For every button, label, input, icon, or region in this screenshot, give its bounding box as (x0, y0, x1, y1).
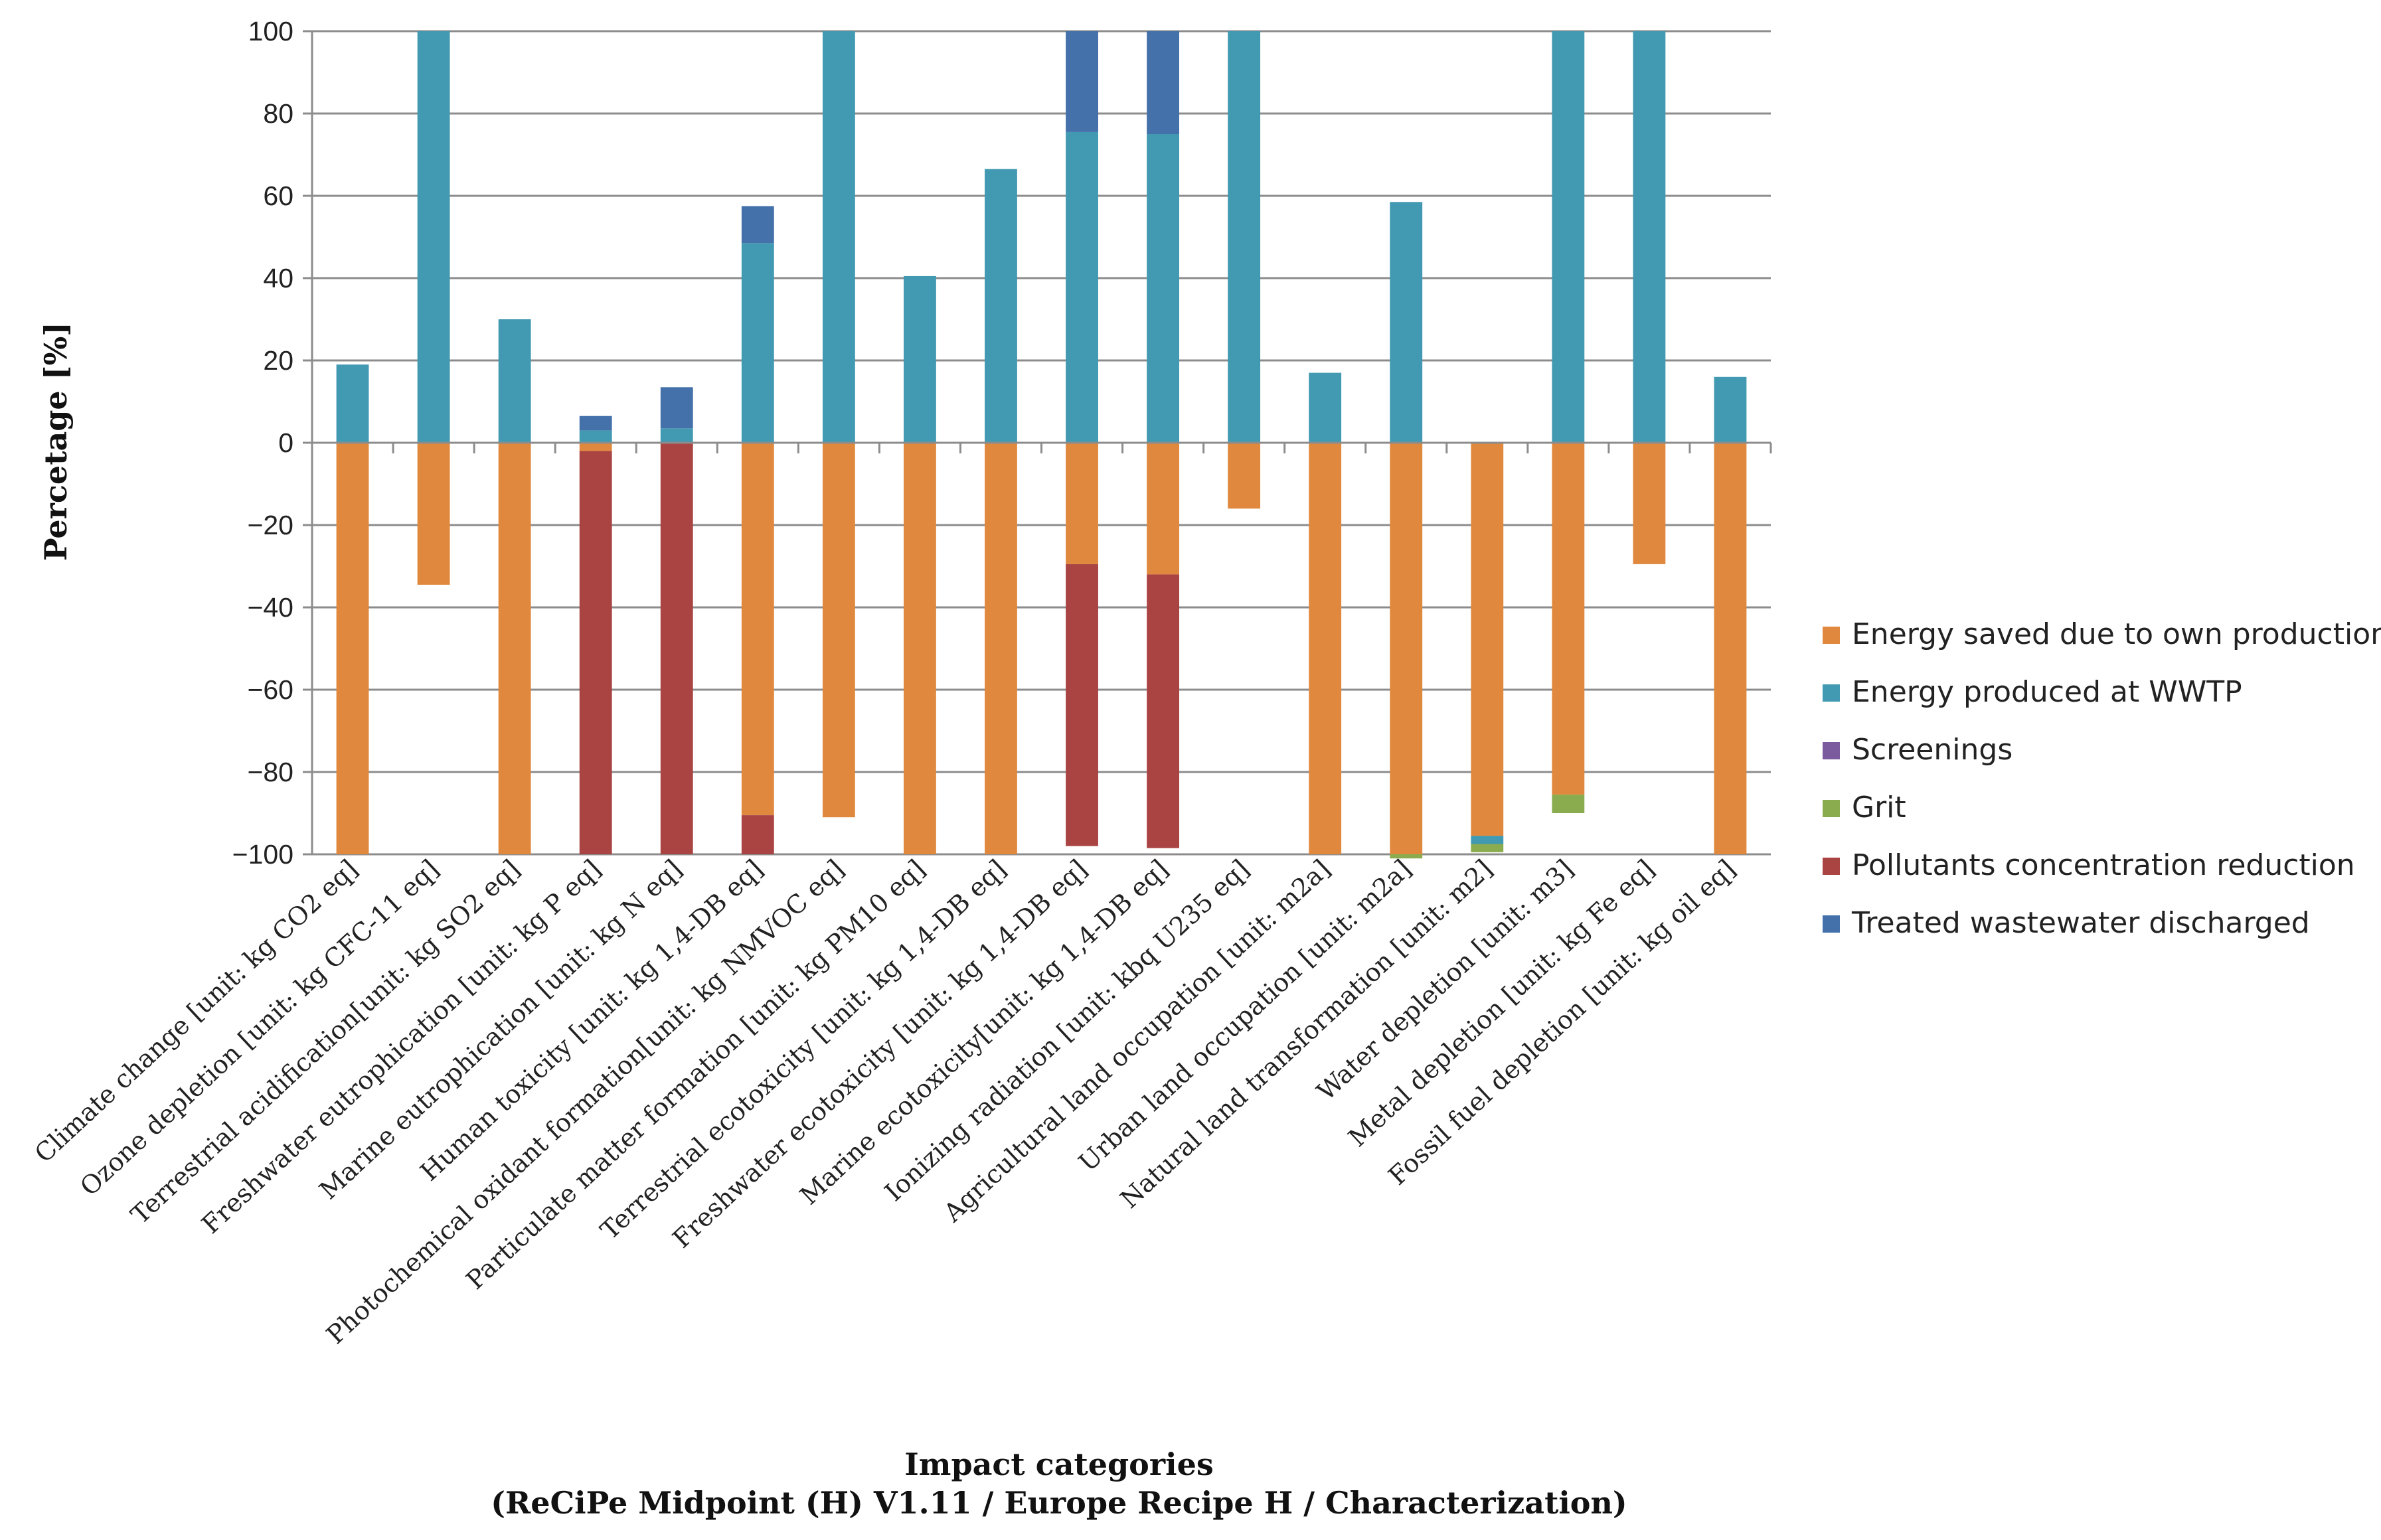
bar-segment (660, 443, 693, 854)
legend: Energy saved due to own production Energy… (1823, 617, 2381, 940)
bar-segment (336, 443, 369, 854)
bar-segment (741, 206, 774, 244)
legend-label: Treated wastewater discharged (1851, 906, 2310, 940)
bar-segment (822, 443, 855, 818)
bar-segment (498, 443, 531, 854)
legend-label: Energy produced at WWTP (1852, 675, 2242, 709)
bar-segment (1066, 564, 1098, 846)
bar-segment (660, 387, 693, 429)
x-category-label: Natural land transformation [unit: m2] (1115, 854, 1498, 1213)
bar-segment (1066, 131, 1098, 443)
y-tick-label: 60 (263, 181, 293, 211)
gridlines (312, 30, 1771, 856)
legend-swatch (1823, 915, 1840, 933)
bar-segment (1147, 134, 1179, 443)
bar-segment (904, 443, 936, 854)
bar-segment (417, 31, 450, 443)
legend-label: Energy saved due to own production (1852, 617, 2381, 651)
bar-segment (336, 364, 369, 443)
bar-segment (741, 815, 774, 854)
y-tick-label: −80 (247, 757, 293, 787)
y-tick-label: 40 (263, 263, 293, 293)
bar-segment (1471, 836, 1504, 844)
bar-segment (1471, 844, 1504, 852)
bar-segment (1309, 372, 1342, 443)
y-tick-label: 20 (263, 345, 293, 376)
x-category-labels: Climate change [unit: kg CO2 eq]Ozone de… (29, 854, 1741, 1349)
legend-swatch (1823, 800, 1840, 817)
bar-segment (1228, 31, 1261, 443)
y-tick-label: −100 (232, 839, 293, 870)
bar-segment (1228, 443, 1261, 509)
bar-segment (579, 430, 612, 443)
bar-segment (579, 443, 612, 451)
y-tick-label: −60 (247, 674, 293, 705)
bar-segment (1390, 854, 1423, 859)
axes (303, 30, 1772, 856)
bar-segment (1390, 202, 1423, 443)
y-tick-label: 80 (263, 98, 293, 129)
x-category-label: Marine ecotoxicity[unit: kg 1,4-DB eq] (794, 854, 1173, 1210)
bar-segment (1390, 443, 1423, 854)
y-tick-label: −40 (247, 592, 293, 623)
legend-swatch (1823, 742, 1840, 759)
bar-segment (741, 243, 774, 443)
bar-segment (1147, 31, 1179, 134)
bar-segment (1066, 443, 1098, 564)
bar-segment (1552, 795, 1585, 813)
y-tick-label: 100 (248, 16, 293, 46)
bars (336, 31, 1747, 859)
bar-segment (579, 416, 612, 431)
bar-segment (1147, 574, 1179, 848)
bar-segment (579, 451, 612, 854)
y-axis-title: Percetage [%] (38, 322, 74, 561)
y-tick-label: 0 (278, 427, 293, 458)
bar-segment (822, 31, 855, 443)
bar-segment (1633, 31, 1666, 443)
bar-segment (1471, 443, 1504, 836)
bar-segment (1552, 443, 1585, 795)
legend-swatch (1823, 858, 1840, 875)
bar-segment (741, 443, 774, 816)
bar-segment (904, 275, 936, 443)
bar-segment (1552, 31, 1585, 443)
x-category-label: Photochemical oxidant formation[unit: kg… (321, 854, 849, 1349)
x-axis-subtitle: (ReCiPe Midpoint (H) V1.11 / Europe Reci… (491, 1485, 1627, 1521)
bar-segment (1147, 443, 1179, 575)
y-tick-labels: 100 80 60 40 20 0 −20 −40 −60 −80 −100 (232, 16, 293, 870)
bar-segment (1633, 443, 1666, 564)
bar-segment (985, 443, 1017, 854)
bar-segment (660, 428, 693, 443)
bar-segment (1714, 443, 1747, 854)
y-tick-label: −20 (247, 510, 293, 540)
bar-segment (1309, 443, 1342, 854)
legend-swatch (1823, 627, 1840, 644)
legend-label: Screenings (1852, 733, 2012, 767)
bar-segment (498, 319, 531, 443)
x-axis-title: Impact categories (904, 1446, 1213, 1482)
bar-segment (1066, 31, 1098, 132)
bar-segment (417, 443, 450, 585)
bar-segment (1714, 376, 1747, 443)
legend-label: Grit (1852, 791, 1906, 824)
legend-swatch (1823, 684, 1840, 702)
bar-segment (985, 169, 1017, 443)
legend-label: Pollutants concentration reduction (1852, 848, 2355, 882)
